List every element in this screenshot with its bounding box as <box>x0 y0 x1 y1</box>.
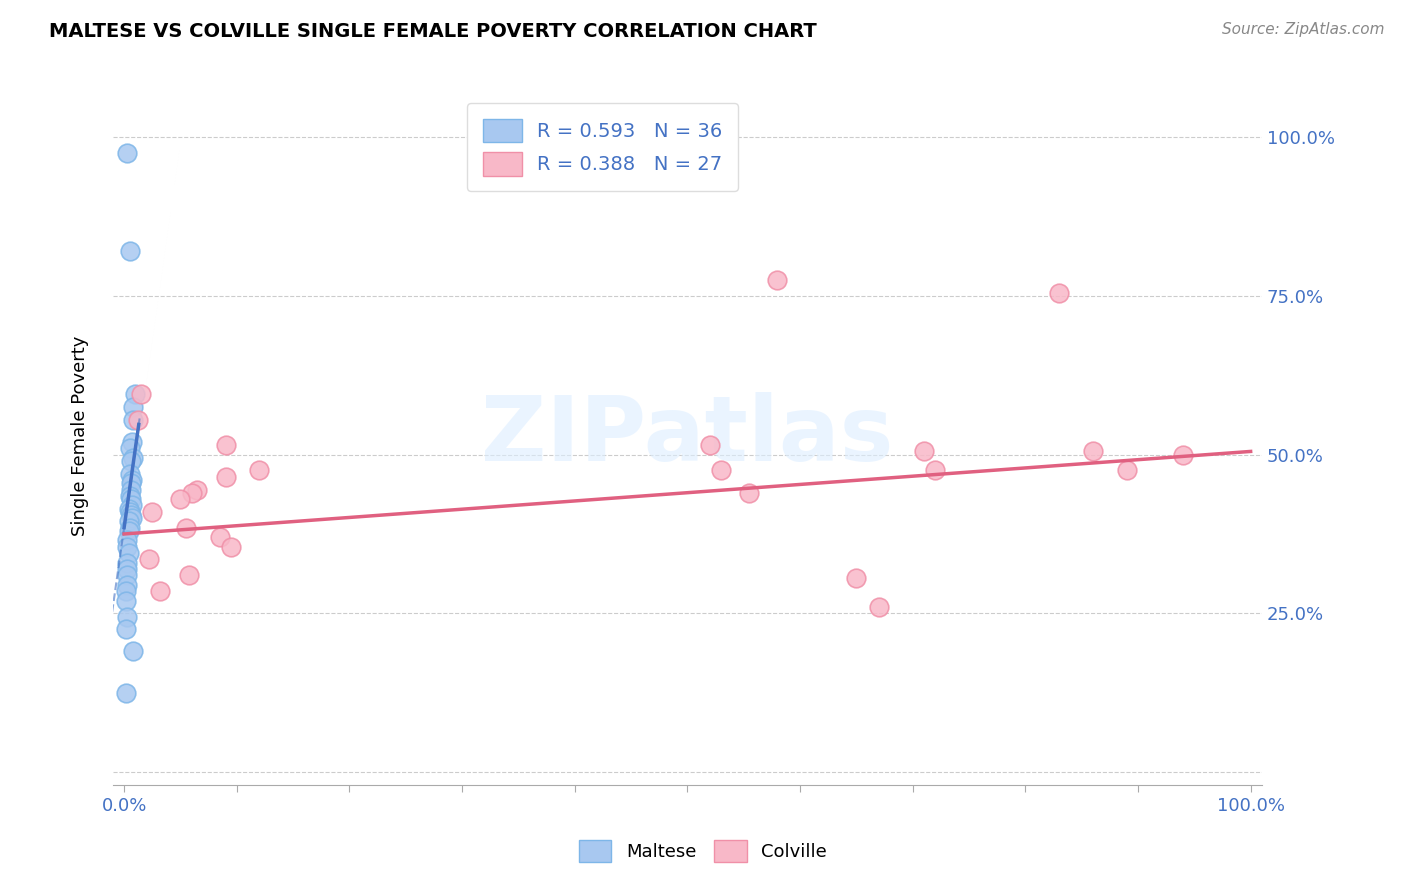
Text: MALTESE VS COLVILLE SINGLE FEMALE POVERTY CORRELATION CHART: MALTESE VS COLVILLE SINGLE FEMALE POVERT… <box>49 22 817 41</box>
Point <box>174 521 197 535</box>
Point <box>122 450 145 465</box>
Point <box>149 584 172 599</box>
Point <box>118 442 141 456</box>
Point <box>121 473 143 487</box>
Point <box>115 584 138 599</box>
Point <box>117 546 139 560</box>
Point <box>127 412 149 426</box>
Point <box>1047 285 1070 300</box>
Point <box>120 476 142 491</box>
Text: Source: ZipAtlas.com: Source: ZipAtlas.com <box>1222 22 1385 37</box>
Point <box>141 505 163 519</box>
Point <box>738 485 761 500</box>
Point <box>120 483 142 497</box>
Point <box>138 552 160 566</box>
Point <box>117 524 139 538</box>
Point <box>912 444 935 458</box>
Point <box>179 568 201 582</box>
Point <box>868 599 890 614</box>
Point <box>1171 448 1194 462</box>
Point <box>214 470 236 484</box>
Point <box>120 491 142 506</box>
Point <box>117 146 139 161</box>
Point <box>121 434 143 449</box>
Point <box>115 622 138 636</box>
Point <box>115 593 138 607</box>
Y-axis label: Single Female Poverty: Single Female Poverty <box>72 335 89 536</box>
Point <box>118 467 141 481</box>
Point <box>1115 463 1137 477</box>
Legend: R = 0.593   N = 36, R = 0.388   N = 27: R = 0.593 N = 36, R = 0.388 N = 27 <box>467 103 738 192</box>
Point <box>118 521 141 535</box>
Point <box>845 571 868 585</box>
Point <box>924 463 946 477</box>
Point <box>122 400 145 414</box>
Point <box>124 387 146 401</box>
Point <box>117 533 139 548</box>
Legend: Maltese, Colville: Maltese, Colville <box>572 833 834 870</box>
Point <box>117 556 139 570</box>
Point <box>169 491 191 506</box>
Point <box>117 609 139 624</box>
Point <box>122 412 145 426</box>
Point <box>710 463 733 477</box>
Point <box>122 644 145 658</box>
Point <box>117 540 139 554</box>
Point <box>180 485 202 500</box>
Point <box>247 463 270 477</box>
Point <box>699 438 721 452</box>
Point <box>120 508 142 522</box>
Point <box>118 505 141 519</box>
Point <box>186 483 208 497</box>
Point <box>121 511 143 525</box>
Point <box>118 489 141 503</box>
Point <box>129 387 152 401</box>
Point <box>208 530 231 544</box>
Point <box>115 686 138 700</box>
Point <box>117 578 139 592</box>
Point <box>117 562 139 576</box>
Point <box>118 244 141 259</box>
Point <box>766 273 789 287</box>
Point <box>214 438 236 452</box>
Text: ZIPatlas: ZIPatlas <box>481 392 894 480</box>
Point <box>121 499 143 513</box>
Point <box>117 568 139 582</box>
Point <box>219 540 242 554</box>
Point <box>117 501 139 516</box>
Point <box>117 514 139 528</box>
Point <box>120 454 142 468</box>
Point <box>1081 444 1104 458</box>
